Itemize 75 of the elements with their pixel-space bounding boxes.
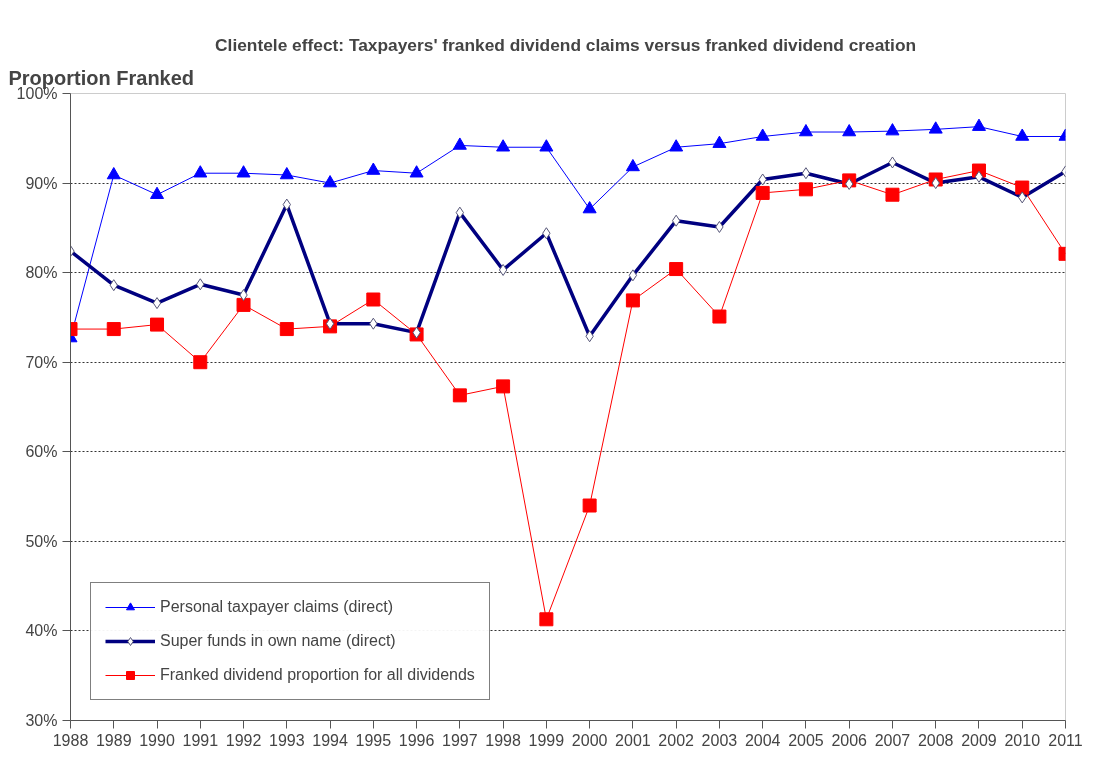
point bbox=[150, 186, 165, 199]
x-tick-label: 2009 bbox=[961, 731, 997, 749]
point bbox=[150, 317, 165, 332]
x-tick-label: 1993 bbox=[269, 731, 305, 749]
point bbox=[452, 388, 467, 403]
x-tick-label: 2007 bbox=[874, 731, 911, 749]
x-tick-label: 1991 bbox=[182, 731, 219, 749]
x-tick-label: 2010 bbox=[1004, 731, 1041, 749]
x-tick-label: 1994 bbox=[312, 731, 348, 749]
x-tick-label: 2001 bbox=[615, 731, 651, 749]
x-tick-label: 1990 bbox=[139, 731, 175, 749]
point bbox=[798, 124, 813, 137]
x-tick-label: 1997 bbox=[442, 731, 478, 749]
point bbox=[1015, 180, 1030, 195]
x-tick-label: 1998 bbox=[485, 731, 522, 749]
x-tick-label: 2003 bbox=[701, 731, 738, 749]
point bbox=[539, 612, 554, 627]
point bbox=[366, 162, 381, 175]
point bbox=[496, 379, 511, 394]
point bbox=[1015, 128, 1030, 141]
point bbox=[582, 201, 597, 214]
legend-label: Personal taxpayer claims (direct) bbox=[160, 598, 393, 616]
point bbox=[496, 139, 511, 152]
y-tick-label: 80% bbox=[25, 264, 58, 282]
chart-title: Clientele effect: Taxpayers' franked dividend claims versus franked dividend creation bbox=[215, 34, 917, 55]
point bbox=[323, 175, 338, 188]
point bbox=[669, 139, 684, 152]
x-tick-label: 2008 bbox=[917, 731, 954, 749]
x-tick-label: 2002 bbox=[658, 731, 695, 749]
x-tick-label: 1992 bbox=[225, 731, 262, 749]
point bbox=[971, 118, 986, 131]
point bbox=[193, 165, 208, 178]
point bbox=[106, 322, 121, 337]
y-tick-label: 90% bbox=[25, 174, 58, 192]
x-tick-label: 1989 bbox=[95, 731, 132, 749]
point bbox=[712, 135, 727, 148]
point bbox=[539, 139, 554, 152]
point bbox=[885, 187, 900, 202]
y-tick-label: 70% bbox=[25, 353, 58, 371]
x-tick-label: 1995 bbox=[355, 731, 392, 749]
x-tick-label: 1996 bbox=[398, 731, 435, 749]
point bbox=[755, 185, 770, 200]
point bbox=[712, 309, 727, 324]
point bbox=[452, 137, 467, 150]
x-tick-label: 2011 bbox=[1048, 731, 1083, 749]
x-tick-label: 2000 bbox=[571, 731, 608, 749]
point bbox=[885, 123, 900, 136]
legend-label: Super funds in own name (direct) bbox=[160, 632, 396, 650]
x-tick-label: 1999 bbox=[528, 731, 565, 749]
point bbox=[625, 158, 640, 172]
point bbox=[106, 167, 121, 180]
point bbox=[409, 165, 424, 178]
point bbox=[625, 293, 640, 308]
x-tick-label: 1988 bbox=[52, 731, 89, 749]
point bbox=[755, 128, 770, 141]
point bbox=[236, 297, 251, 312]
y-tick-label: 60% bbox=[25, 443, 58, 461]
x-tick-label: 2006 bbox=[831, 731, 868, 749]
point bbox=[193, 355, 208, 370]
point bbox=[279, 167, 294, 180]
x-tick-label: 2005 bbox=[788, 731, 824, 749]
y-axis-title: Proportion Franked bbox=[8, 66, 195, 89]
point bbox=[669, 262, 684, 277]
legend-label: Franked dividend proportion for all dividends bbox=[160, 666, 475, 684]
point bbox=[798, 182, 813, 197]
point bbox=[279, 322, 294, 337]
point bbox=[582, 498, 597, 513]
point bbox=[366, 292, 381, 307]
x-tick-label: 2004 bbox=[744, 731, 781, 749]
point bbox=[928, 121, 943, 134]
y-tick-label: 50% bbox=[25, 532, 58, 550]
y-tick-label: 40% bbox=[25, 622, 58, 640]
point bbox=[842, 124, 857, 137]
point bbox=[236, 165, 251, 178]
y-tick-label: 30% bbox=[25, 712, 58, 729]
